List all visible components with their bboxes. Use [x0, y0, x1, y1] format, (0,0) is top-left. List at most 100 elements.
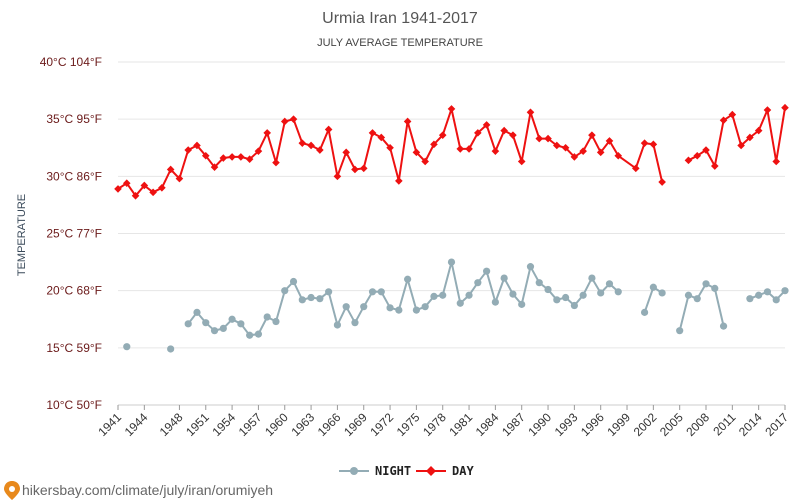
data-point-day[interactable] [430, 140, 438, 149]
data-point-day[interactable] [254, 147, 263, 155]
data-point-day[interactable] [351, 165, 359, 174]
data-point-night[interactable] [746, 295, 754, 303]
data-point-night[interactable] [439, 291, 447, 299]
data-point-day[interactable] [465, 145, 473, 153]
data-point-night[interactable] [781, 287, 789, 295]
data-point-night[interactable] [342, 303, 350, 311]
data-point-day[interactable] [781, 103, 789, 112]
data-point-day[interactable] [517, 157, 526, 166]
data-point-day[interactable] [386, 143, 394, 152]
data-point-day[interactable] [570, 153, 579, 161]
data-point-day[interactable] [289, 115, 298, 123]
data-point-day[interactable] [298, 139, 307, 147]
data-point-day[interactable] [403, 117, 412, 126]
data-point-night[interactable] [553, 296, 561, 304]
data-point-day[interactable] [114, 185, 122, 193]
data-point-day[interactable] [482, 121, 491, 129]
data-point-day[interactable] [491, 147, 500, 155]
watermark[interactable]: hikersbay.com/climate/july/iran/orumiyeh [4, 481, 273, 500]
data-point-night[interactable] [307, 293, 315, 302]
data-point-night[interactable] [412, 306, 420, 314]
data-point-night[interactable] [123, 343, 131, 351]
data-point-day[interactable] [728, 110, 737, 119]
data-point-night[interactable] [254, 330, 263, 338]
data-point-day[interactable] [632, 164, 640, 173]
data-point-day[interactable] [526, 108, 535, 117]
data-point-day[interactable] [474, 129, 482, 137]
data-point-night[interactable] [509, 290, 517, 298]
data-point-day[interactable] [544, 134, 552, 143]
data-point-night[interactable] [421, 303, 429, 311]
data-point-day[interactable] [158, 183, 166, 192]
data-point-day[interactable] [605, 137, 614, 145]
data-point-night[interactable] [228, 315, 236, 323]
data-point-night[interactable] [237, 320, 245, 328]
data-point-day[interactable] [368, 129, 377, 137]
data-point-night[interactable] [316, 295, 324, 303]
data-point-day[interactable] [535, 134, 544, 143]
data-point-day[interactable] [719, 116, 728, 125]
data-point-night[interactable] [325, 288, 333, 296]
data-point-day[interactable] [447, 105, 456, 113]
data-point-night[interactable] [298, 296, 306, 304]
data-point-day[interactable] [280, 117, 289, 126]
data-point-night[interactable] [465, 291, 473, 299]
data-point-day[interactable] [377, 133, 386, 142]
data-point-day[interactable] [193, 141, 201, 150]
data-point-day[interactable] [561, 143, 570, 152]
data-point-night[interactable] [184, 320, 192, 328]
data-point-night[interactable] [711, 284, 719, 292]
data-point-night[interactable] [763, 288, 772, 296]
data-point-night[interactable] [579, 291, 587, 299]
data-point-night[interactable] [333, 321, 342, 329]
data-point-night[interactable] [281, 287, 289, 295]
data-point-day[interactable] [245, 155, 254, 163]
data-point-night[interactable] [456, 299, 464, 307]
data-point-day[interactable] [438, 131, 447, 139]
data-point-day[interactable] [746, 133, 754, 142]
data-point-day[interactable] [763, 106, 772, 114]
data-point-day[interactable] [324, 125, 333, 134]
data-point-night[interactable] [386, 304, 394, 312]
data-point-day[interactable] [210, 163, 219, 171]
data-point-day[interactable] [219, 154, 228, 162]
data-point-night[interactable] [289, 277, 298, 286]
data-point-day[interactable] [201, 151, 210, 160]
data-point-day[interactable] [553, 141, 561, 150]
data-point-night[interactable] [447, 258, 456, 266]
legend-item-day[interactable]: DAY [416, 464, 474, 478]
data-point-night[interactable] [535, 279, 543, 287]
data-point-night[interactable] [649, 283, 657, 291]
data-point-day[interactable] [596, 148, 605, 157]
data-point-night[interactable] [404, 275, 412, 283]
data-point-day[interactable] [175, 174, 184, 183]
data-point-night[interactable] [491, 298, 499, 306]
data-point-day[interactable] [131, 191, 140, 200]
data-point-day[interactable] [684, 156, 693, 165]
data-point-night[interactable] [219, 324, 227, 332]
data-point-night[interactable] [351, 319, 359, 327]
legend-item-night[interactable]: NIGHT [339, 464, 411, 478]
data-point-day[interactable] [122, 179, 131, 187]
data-point-night[interactable] [430, 292, 438, 300]
data-point-day[interactable] [579, 147, 587, 155]
data-point-night[interactable] [263, 313, 271, 321]
data-point-night[interactable] [755, 291, 763, 299]
data-point-day[interactable] [140, 181, 149, 190]
data-point-day[interactable] [772, 157, 781, 166]
data-point-day[interactable] [237, 153, 245, 161]
data-point-night[interactable] [561, 293, 570, 302]
data-point-day[interactable] [342, 148, 350, 157]
data-point-night[interactable] [193, 308, 201, 316]
data-point-day[interactable] [640, 139, 649, 147]
data-point-day[interactable] [456, 145, 465, 153]
data-point-night[interactable] [570, 301, 578, 310]
data-point-night[interactable] [210, 327, 219, 335]
data-point-day[interactable] [359, 164, 368, 173]
data-point-night[interactable] [368, 288, 377, 296]
data-point-day[interactable] [333, 172, 342, 181]
data-point-night[interactable] [395, 306, 403, 314]
data-point-day[interactable] [693, 151, 702, 160]
data-point-night[interactable] [614, 288, 622, 296]
data-point-day[interactable] [263, 129, 271, 137]
